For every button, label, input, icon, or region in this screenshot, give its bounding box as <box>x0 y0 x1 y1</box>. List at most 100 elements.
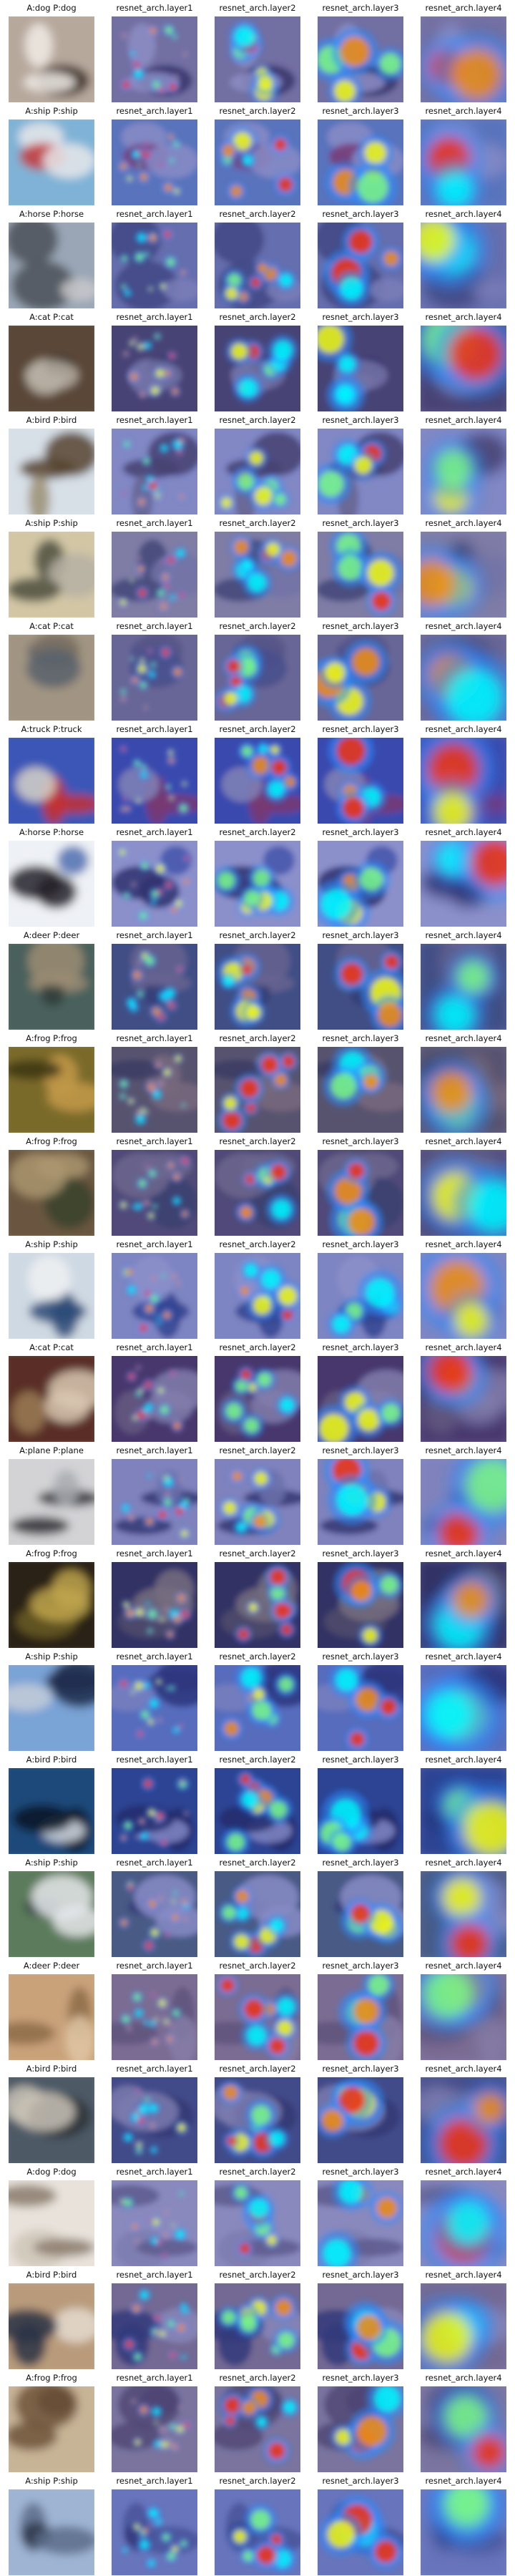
heatmap-cell: resnet_arch.layer3 <box>318 1340 403 1443</box>
gradcam-heatmap <box>421 2077 506 2163</box>
heatmap-cell: resnet_arch.layer3 <box>318 1030 403 1133</box>
prediction-label: A:ship P:ship <box>25 2476 78 2486</box>
input-image-cell: A:cat P:cat <box>9 618 94 721</box>
layer-label: resnet_arch.layer4 <box>425 106 502 116</box>
gradcam-heatmap <box>215 2489 300 2575</box>
gradcam-heatmap <box>112 1768 197 1854</box>
heatmap-cell: resnet_arch.layer3 <box>318 515 403 618</box>
prediction-label: A:cat P:cat <box>29 621 74 631</box>
input-image <box>9 1768 94 1854</box>
layer-label: resnet_arch.layer1 <box>116 1239 193 1249</box>
layer-label: resnet_arch.layer2 <box>219 1755 296 1765</box>
layer-label: resnet_arch.layer3 <box>322 621 399 631</box>
input-image-cell: A:cat P:cat <box>9 309 94 412</box>
heatmap-cell: resnet_arch.layer4 <box>421 824 506 927</box>
heatmap-cell: resnet_arch.layer3 <box>318 0 403 103</box>
input-image <box>9 1871 94 1957</box>
heatmap-cell: resnet_arch.layer3 <box>318 1649 403 1752</box>
layer-label: resnet_arch.layer3 <box>322 3 399 13</box>
heatmap-cell: resnet_arch.layer1 <box>112 1133 197 1236</box>
layer-label: resnet_arch.layer4 <box>425 1961 502 1971</box>
layer-label: resnet_arch.layer2 <box>219 106 296 116</box>
layer-label: resnet_arch.layer1 <box>116 1033 193 1043</box>
heatmap-cell: resnet_arch.layer2 <box>215 1340 300 1443</box>
gradcam-heatmap <box>112 1356 197 1442</box>
input-image-cell: A:horse P:horse <box>9 824 94 927</box>
layer-label: resnet_arch.layer1 <box>116 2373 193 2383</box>
gradcam-heatmap <box>215 326 300 411</box>
heatmap-cell: resnet_arch.layer3 <box>318 2370 403 2473</box>
layer-label: resnet_arch.layer2 <box>219 1548 296 1558</box>
heatmap-cell: resnet_arch.layer3 <box>318 618 403 721</box>
heatmap-cell: resnet_arch.layer2 <box>215 0 300 103</box>
heatmap-cell: resnet_arch.layer2 <box>215 1649 300 1752</box>
heatmap-cell: resnet_arch.layer1 <box>112 309 197 412</box>
layer-label: resnet_arch.layer1 <box>116 3 193 13</box>
gradcam-heatmap <box>112 1047 197 1133</box>
layer-label: resnet_arch.layer4 <box>425 209 502 219</box>
layer-label: resnet_arch.layer3 <box>322 1445 399 1455</box>
gradcam-heatmap <box>215 1974 300 2060</box>
gradcam-heatmap <box>421 1768 506 1854</box>
gradcam-heatmap <box>421 1871 506 1957</box>
layer-label: resnet_arch.layer2 <box>219 415 296 425</box>
layer-label: resnet_arch.layer2 <box>219 621 296 631</box>
heatmap-cell: resnet_arch.layer1 <box>112 618 197 721</box>
heatmap-cell: resnet_arch.layer2 <box>215 1958 300 2061</box>
gradcam-heatmap <box>421 119 506 205</box>
heatmap-cell: resnet_arch.layer2 <box>215 618 300 721</box>
heatmap-cell: resnet_arch.layer3 <box>318 1236 403 1340</box>
gradcam-heatmap <box>318 738 403 824</box>
prediction-label: A:dog P:dog <box>26 3 77 13</box>
gradcam-heatmap <box>318 532 403 618</box>
input-image-cell: A:bird P:bird <box>9 1752 94 1855</box>
input-image <box>9 944 94 1030</box>
gradcam-heatmap <box>318 1665 403 1751</box>
gradcam-heatmap <box>421 326 506 411</box>
figure-row: A:ship P:ship resnet_arch.layer1 resnet_ar… <box>0 1855 515 1958</box>
prediction-label: A:deer P:deer <box>23 930 80 940</box>
figure-row: A:bird P:bird resnet_arch.layer1 resnet_ar… <box>0 412 515 515</box>
layer-label: resnet_arch.layer1 <box>116 2476 193 2486</box>
gradcam-heatmap <box>421 1974 506 2060</box>
gradcam-heatmap <box>215 2283 300 2369</box>
heatmap-cell: resnet_arch.layer1 <box>112 2267 197 2370</box>
layer-label: resnet_arch.layer1 <box>116 106 193 116</box>
layer-label: resnet_arch.layer2 <box>219 827 296 837</box>
gradcam-heatmap <box>421 2386 506 2472</box>
heatmap-cell: resnet_arch.layer4 <box>421 1443 506 1546</box>
figure-row: A:frog P:frog resnet_arch.layer1 resnet_ar… <box>0 1030 515 1133</box>
layer-label: resnet_arch.layer1 <box>116 2270 193 2280</box>
input-image-cell: A:deer P:deer <box>9 927 94 1030</box>
gradcam-heatmap <box>215 1768 300 1854</box>
layer-label: resnet_arch.layer1 <box>116 621 193 631</box>
gradcam-heatmap <box>318 841 403 927</box>
gradcam-heatmap <box>215 738 300 824</box>
layer-label: resnet_arch.layer1 <box>116 1342 193 1352</box>
layer-label: resnet_arch.layer2 <box>219 3 296 13</box>
input-image-cell: A:ship P:ship <box>9 103 94 206</box>
gradcam-heatmap <box>215 1871 300 1957</box>
layer-label: resnet_arch.layer3 <box>322 1342 399 1352</box>
prediction-label: A:frog P:frog <box>26 1033 77 1043</box>
gradcam-heatmap <box>421 1459 506 1545</box>
gradcam-heatmap <box>421 532 506 618</box>
heatmap-cell: resnet_arch.layer3 <box>318 2061 403 2164</box>
heatmap-cell: resnet_arch.layer1 <box>112 1752 197 1855</box>
heatmap-cell: resnet_arch.layer2 <box>215 721 300 824</box>
input-image <box>9 1459 94 1545</box>
gradcam-heatmap <box>112 326 197 411</box>
heatmap-cell: resnet_arch.layer4 <box>421 206 506 309</box>
layer-label: resnet_arch.layer2 <box>219 1858 296 1868</box>
layer-label: resnet_arch.layer4 <box>425 3 502 13</box>
figure-row: A:bird P:bird resnet_arch.layer1 resnet_ar… <box>0 2267 515 2370</box>
layer-label: resnet_arch.layer1 <box>116 724 193 734</box>
input-image-cell: A:cat P:cat <box>9 1340 94 1443</box>
gradcam-heatmap <box>421 635 506 721</box>
input-image <box>9 1047 94 1133</box>
gradcam-heatmap <box>215 841 300 927</box>
heatmap-cell: resnet_arch.layer1 <box>112 824 197 927</box>
layer-label: resnet_arch.layer3 <box>322 827 399 837</box>
gradcam-heatmap <box>112 1665 197 1751</box>
gradcam-heatmap <box>318 429 403 514</box>
